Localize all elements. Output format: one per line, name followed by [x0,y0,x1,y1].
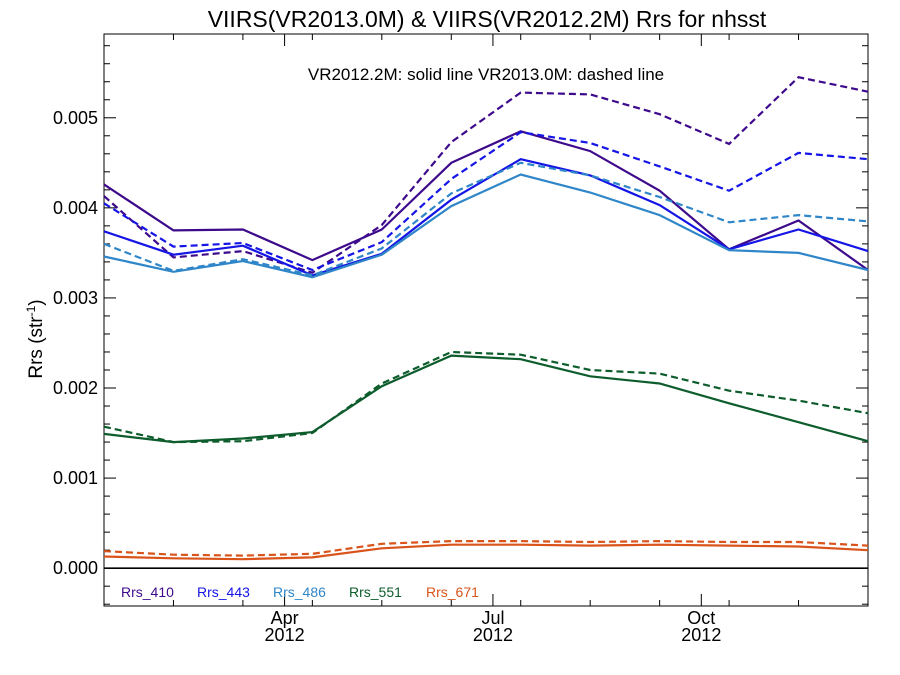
series-line-dashed-rrs-551 [103,350,869,444]
legend-label: Rrs_551 [349,584,402,600]
y-axis-label-superscript: -1 [24,305,38,316]
x-tick-label: Apr [271,608,299,628]
y-tick-label: 0.005 [53,108,98,128]
series-line-solid-rrs-410 [103,130,869,271]
plot-area: 0.0000.0010.0020.0030.0040.005Apr2012Jul… [53,33,869,645]
y-tick-label: 0.000 [53,558,98,578]
legend-label: Rrs_410 [121,584,174,600]
y-tick-label: 0.003 [53,288,98,308]
plot-frame [103,33,869,607]
y-tick-label: 0.002 [53,378,98,398]
y-axis-label: Rrs (str-1) [24,299,47,378]
x-tick-year-label: 2012 [265,625,305,645]
y-axis-label-tail: ) [26,299,47,305]
series-line-dashed-rrs-671 [103,539,869,557]
x-tick-year-label: 2012 [473,625,513,645]
x-tick-label: Oct [687,608,715,628]
series-line-dashed-rrs-486 [103,161,869,277]
series-line-solid-rrs-443 [103,158,869,277]
chart-subtitle: VR2012.2M: solid line VR2013.0M: dashed … [308,65,664,84]
legend-label: Rrs_486 [273,584,326,600]
y-tick-label: 0.004 [53,198,98,218]
series-line-solid-rrs-486 [103,173,869,279]
chart-title: VIIRS(VR2013.0M) & VIIRS(VR2012.2M) Rrs … [208,6,767,32]
series-line-solid-rrs-551 [103,354,869,444]
series-line-dashed-rrs-443 [103,131,869,272]
x-tick-label: Jul [481,608,504,628]
legend-label: Rrs_671 [426,584,479,600]
y-axis-label-main: Rrs (str [26,316,47,379]
y-tick-label: 0.001 [53,468,98,488]
x-tick-year-label: 2012 [681,625,721,645]
series-line-solid-rrs-671 [103,543,869,561]
legend-label: Rrs_443 [197,584,250,600]
